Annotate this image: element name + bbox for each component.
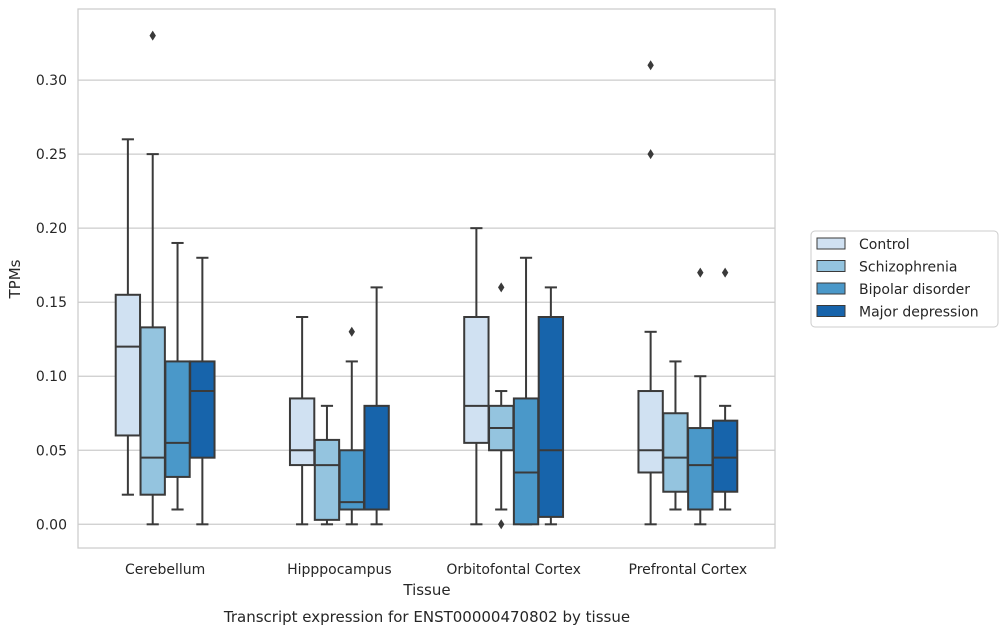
outlier-point: [498, 519, 505, 530]
box-bipolar-disorder-1: [338, 326, 365, 526]
y-tick-label: 0.30: [36, 73, 67, 89]
outlier-point: [348, 326, 355, 337]
y-tick-label: 0.15: [36, 295, 67, 311]
y-tick-label: 0.10: [36, 369, 67, 385]
legend: Control Schizophrenia Bipolar disorder Majo…: [810, 230, 999, 328]
outlier-point: [697, 267, 704, 278]
legend-swatch: [816, 237, 846, 250]
iqr-box: [662, 412, 689, 493]
outlier-point: [721, 267, 729, 278]
iqr-box: [338, 449, 365, 511]
outlier-point: [149, 30, 156, 41]
box-major-depression-1: [363, 286, 390, 526]
box-schizophrenia-1: [313, 404, 341, 526]
legend-swatch: [816, 260, 846, 272]
box-control-1: [288, 316, 316, 526]
y-tick-label: 0.25: [36, 147, 67, 163]
x-axis-label: Tissue: [402, 581, 450, 599]
legend-frame: [810, 230, 999, 328]
box-schizophrenia-3: [662, 360, 689, 511]
legend-swatch: [816, 305, 846, 317]
outlier-point: [647, 149, 654, 160]
chart-caption: Transcript expression for ENST0000047080…: [223, 608, 630, 626]
iqr-box: [463, 316, 490, 444]
plot-frame: [77, 8, 776, 549]
y-tick-label: 0.20: [36, 221, 67, 237]
x-tick-label: Cerebellum: [125, 562, 205, 578]
box-bipolar-disorder-3: [687, 267, 714, 526]
iqr-box: [363, 404, 390, 511]
outlier-point: [498, 282, 505, 293]
box-bipolar-disorder-2: [512, 256, 540, 526]
box-control-2: [463, 227, 490, 526]
y-tick-label: 0.05: [36, 443, 67, 459]
box-control-0: [114, 138, 142, 496]
iqr-box: [139, 326, 166, 496]
x-tick-labels: Cerebellum Hipppocampus Orbitofontal Corte…: [125, 562, 747, 578]
iqr-box: [189, 360, 216, 459]
box-major-depression-3: [711, 267, 739, 511]
legend-label: Control: [859, 237, 910, 253]
iqr-box: [288, 397, 316, 467]
iqr-box: [512, 397, 540, 526]
box-major-depression-0: [189, 256, 216, 526]
outlier-point: [647, 60, 654, 71]
x-tick-label: Orbitofontal Cortex: [446, 562, 581, 578]
box-schizophrenia-2: [488, 282, 515, 530]
box-major-depression-2: [537, 286, 565, 526]
box-bipolar-disorder-0: [164, 241, 191, 511]
iqr-box: [114, 293, 142, 437]
legend-label: Major depression: [859, 305, 979, 321]
legend-swatch: [816, 282, 846, 295]
iqr-box: [711, 419, 739, 493]
iqr-box: [687, 427, 714, 511]
x-tick-label: Prefrontal Cortex: [629, 562, 748, 578]
box-series: [114, 30, 739, 530]
y-tick-labels: 0.00 0.05 0.10 0.15 0.20 0.25 0.30: [36, 73, 67, 533]
iqr-box: [313, 438, 341, 521]
y-axis-label: TPMs: [6, 259, 24, 299]
y-tick-label: 0.00: [36, 517, 67, 533]
iqr-box: [637, 390, 664, 474]
x-tick-label: Hipppocampus: [287, 562, 392, 578]
box-control-3: [637, 60, 664, 526]
iqr-box: [537, 316, 565, 518]
iqr-box: [164, 360, 191, 478]
legend-label: Bipolar disorder: [859, 282, 970, 298]
box-schizophrenia-0: [139, 30, 166, 526]
legend-label: Schizophrenia: [859, 260, 957, 276]
